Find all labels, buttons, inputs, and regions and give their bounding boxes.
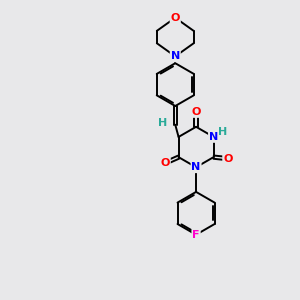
Text: O: O bbox=[223, 154, 232, 164]
Text: O: O bbox=[160, 158, 170, 168]
Text: N: N bbox=[171, 51, 180, 62]
Text: H: H bbox=[158, 118, 167, 128]
Text: N: N bbox=[191, 162, 201, 172]
Text: N: N bbox=[209, 132, 218, 142]
Text: O: O bbox=[171, 13, 180, 23]
Text: O: O bbox=[191, 107, 201, 117]
Text: H: H bbox=[218, 128, 228, 137]
Text: F: F bbox=[192, 230, 200, 240]
